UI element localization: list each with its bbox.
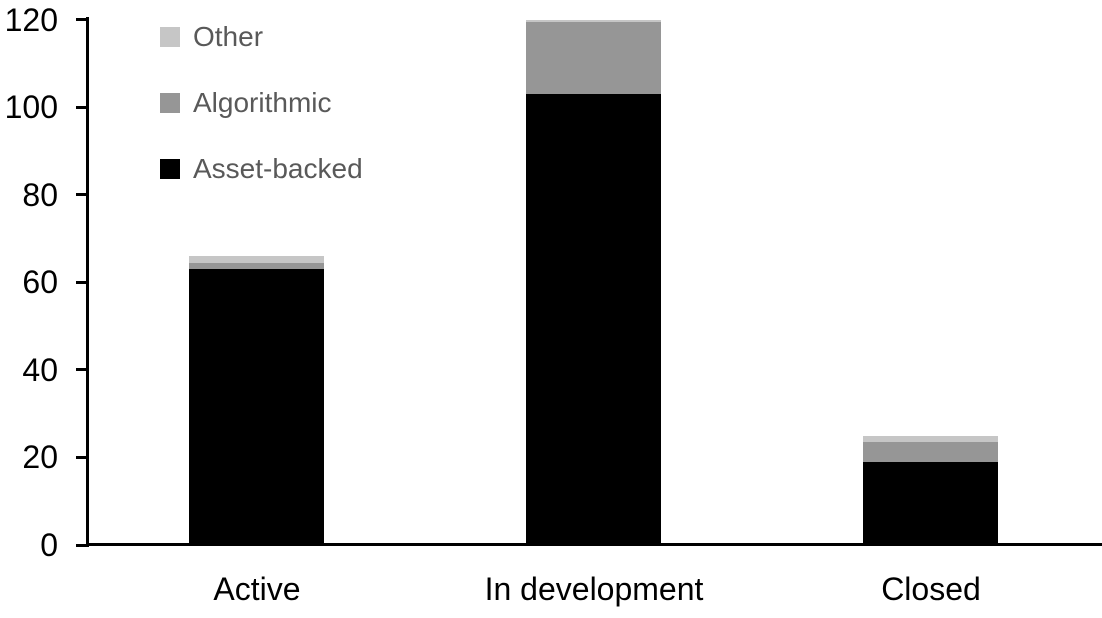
legend-item-asset-backed: Asset-backed — [160, 154, 363, 184]
x-label-in-development: In development — [484, 571, 704, 607]
bar-segment-closed-other — [863, 435, 998, 443]
y-tick-mark-20 — [76, 456, 89, 459]
y-tick-label-0: 0 — [40, 527, 58, 563]
y-tick-label-80: 80 — [22, 177, 58, 213]
legend-label-asset-backed: Asset-backed — [193, 153, 363, 184]
bar-segment-active-other — [189, 255, 324, 263]
y-tick-mark-40 — [76, 368, 89, 371]
y-tick-mark-100 — [76, 106, 89, 109]
y-tick-label-100: 100 — [4, 89, 58, 125]
y-tick-mark-0 — [76, 544, 89, 547]
bar-segment-closed-asset-backed — [863, 461, 998, 545]
bar-segment-in-development-other — [526, 19, 661, 22]
legend-label-other: Other — [193, 21, 264, 52]
bar-segment-in-development-asset-backed — [526, 93, 661, 545]
bar-segment-closed-algorithmic — [863, 442, 998, 462]
bar-segment-active-algorithmic — [189, 262, 324, 270]
y-tick-mark-80 — [76, 193, 89, 196]
x-label-active: Active — [213, 571, 301, 607]
bar-segment-in-development-algorithmic — [526, 21, 661, 94]
y-tick-label-120: 120 — [4, 2, 58, 38]
x-label-closed: Closed — [881, 571, 981, 607]
y-tick-label-40: 40 — [22, 352, 58, 388]
legend-item-other: Other — [160, 22, 263, 52]
y-tick-mark-120 — [76, 18, 89, 21]
legend-swatch-asset-backed-icon — [160, 159, 180, 179]
legend-swatch-algorithmic-icon — [160, 93, 180, 113]
legend-item-algorithmic: Algorithmic — [160, 88, 331, 118]
bar-segment-active-asset-backed — [189, 269, 324, 545]
y-tick-label-60: 60 — [22, 264, 58, 300]
legend-swatch-other-icon — [160, 27, 180, 47]
y-tick-mark-60 — [76, 281, 89, 284]
legend-label-algorithmic: Algorithmic — [193, 87, 332, 118]
y-tick-label-20: 20 — [22, 439, 58, 475]
